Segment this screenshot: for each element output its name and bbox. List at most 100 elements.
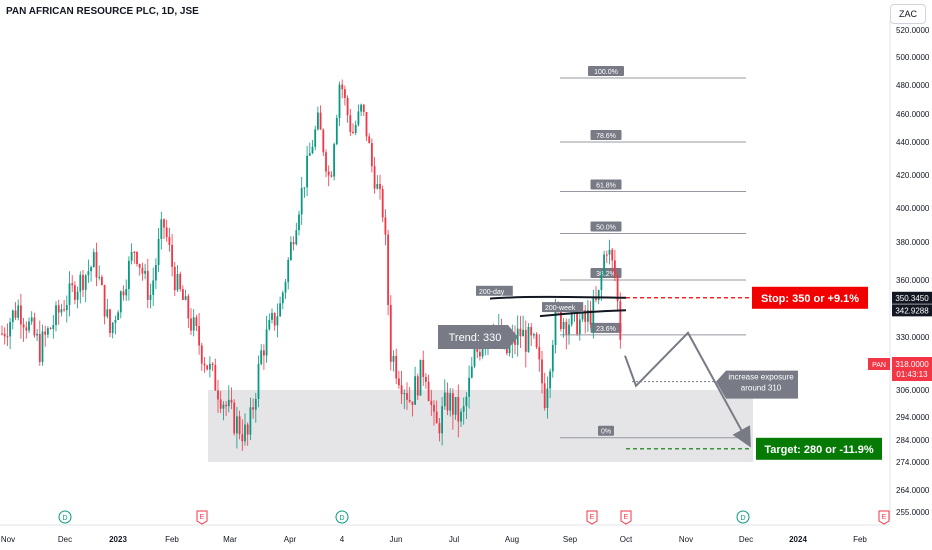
candle-body [173,266,176,291]
candle-body [263,350,265,356]
candle-body [600,274,603,291]
candle-body [441,406,443,434]
candle-body [63,309,65,311]
earnings-marker[interactable] [878,510,890,525]
candle-body [619,301,622,340]
candle-body [400,385,403,395]
candle-body [446,392,449,411]
candle-body [465,396,468,407]
candle-body [125,289,128,296]
candle-body [160,219,163,239]
y-tick-label: 420.0000 [896,171,930,180]
ma-200-week-label: 200-week [545,305,576,312]
candle-body [165,227,168,238]
candle-body [568,324,570,335]
candle-body [346,97,349,116]
candle-body [198,326,200,346]
trend-callout-bg [438,325,518,349]
earnings-marker[interactable] [586,510,598,525]
candle-body [554,305,557,346]
increase-label-line1: increase exposure [728,373,794,382]
candle-body [222,404,225,409]
last-price: 318.0000 [895,360,929,369]
earnings-marker-label: E [590,514,595,521]
candle-body [146,270,149,300]
fib-label-bg [590,130,622,140]
candle-body [314,129,317,147]
candle-body [392,355,395,362]
currency-button[interactable]: ZAC [890,4,926,24]
x-tick-label: Jun [390,535,403,544]
candle-body [389,304,392,362]
candle-body [76,291,79,300]
candle-body [595,297,597,300]
candle-body [611,249,614,261]
ma-week-price-badge: 342.9288 [895,306,929,315]
candle-body [416,376,419,396]
earnings-marker-label: E [882,514,887,521]
candle-body [419,359,422,396]
candle-body [543,383,546,409]
x-tick-label: Mar [223,535,237,544]
candle-body [357,111,360,125]
ma-200-day-label: 200-day [479,289,505,296]
candle-body [241,434,244,442]
candle-body [171,244,173,267]
target-label: Target: 280 or -11.9% [764,444,873,456]
dividend-marker[interactable] [335,510,349,524]
x-tick-label: Sep [563,535,578,544]
candle-body [184,296,187,300]
candle-body [133,251,136,253]
fib-label-bg [588,66,624,76]
candle-body [230,399,233,403]
candle-body [527,326,530,352]
candle-body [522,329,524,337]
earnings-marker[interactable] [196,510,208,525]
candle-body [52,325,55,329]
candle-body [462,406,465,412]
candle-body [344,89,346,98]
candle-body [519,328,522,337]
dividend-marker-label: D [740,515,745,522]
candle-body [368,136,371,144]
candle-body [82,274,84,290]
x-tick-label: Nov [679,535,693,544]
candle-body [533,334,535,336]
candle-body [38,333,41,362]
candle-body [608,249,611,255]
candle-body [430,400,433,405]
candle-body [327,171,330,176]
candle-body [192,317,195,331]
x-tick-label: 2023 [109,535,127,544]
target-label-bg [756,437,882,460]
dividend-marker-label: D [62,515,67,522]
y-tick-label: 255.0000 [896,508,930,517]
candle-body [452,393,454,415]
candle-body [560,309,562,330]
candle-body [295,230,298,245]
candle-body [341,84,344,90]
dividend-marker[interactable] [58,510,72,524]
candle-body [84,275,87,290]
dividend-marker[interactable] [736,510,750,524]
candle-body [281,292,284,304]
candle-body [155,265,157,281]
ma-200-week-label-bg [542,302,584,313]
candle-body [535,334,538,348]
candle-body [28,321,30,331]
candle-body [549,371,551,389]
candle-body [149,294,152,300]
increase-label-line2: around 310 [741,384,782,393]
x-tick-label: Dec [739,535,753,544]
y-tick-label: 274.0000 [896,458,930,467]
candle-body [322,129,325,153]
candle-body [68,283,71,306]
candle-body [1,333,3,335]
candle-body [92,252,95,268]
candle-body [481,347,484,357]
trend-label: Trend: 330 [449,332,502,344]
y-tick-label: 294.0000 [896,413,930,422]
candle-body [276,316,279,326]
earnings-marker[interactable] [620,510,632,525]
